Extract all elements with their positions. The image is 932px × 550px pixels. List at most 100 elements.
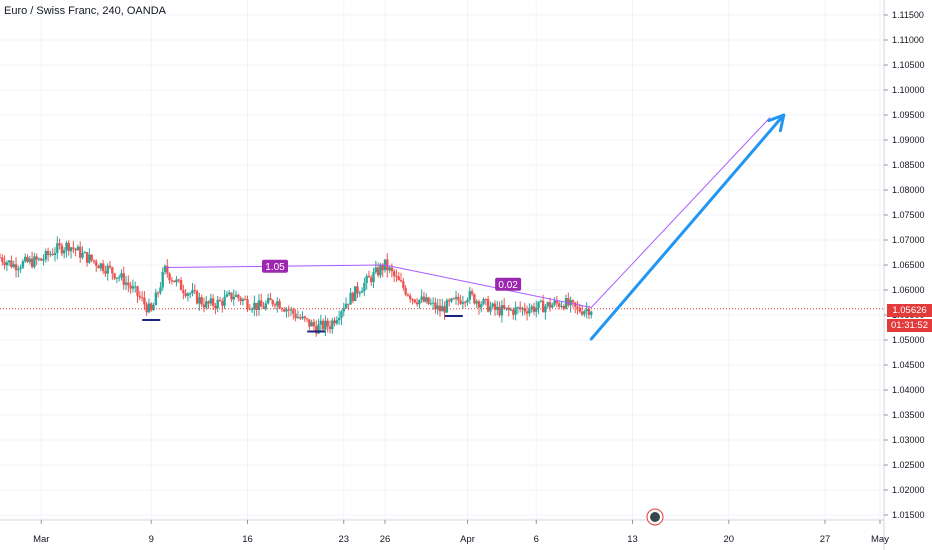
candle-body [99,263,103,269]
candle-body [124,282,128,285]
candle-body [120,273,123,278]
candle-body [163,265,167,272]
candle-body [317,324,320,334]
candle-body [49,253,52,256]
candle-body [541,300,545,313]
candle-body [477,301,481,308]
candle-body [127,282,130,286]
candle-body [523,308,526,312]
candle-body [505,307,508,309]
candle-body [379,265,382,276]
candle-body [576,306,579,308]
candle-body [193,290,196,292]
candle-body [590,311,593,315]
candle-body [301,316,304,319]
candle-body [349,292,352,305]
candle-body [60,245,64,254]
candle-body [88,254,91,263]
candle-body [239,297,242,302]
candle-body [202,304,206,308]
candle-body [177,279,180,281]
candle-body [296,317,300,319]
price-tick-label: 1.05000 [892,335,925,345]
candle-body [122,273,125,285]
candle-body [324,320,327,330]
candle-body [111,267,114,274]
candle-body [535,307,538,312]
candle-body [358,292,361,294]
candle-body [21,261,25,268]
candle-body [241,299,245,302]
candle-body [571,300,575,303]
candle-body [468,291,471,300]
candle-body [292,309,295,314]
candle-body [101,263,105,272]
time-tick-label: Mar [33,534,49,545]
candle-body [337,317,341,321]
candle-body [537,301,540,308]
candle-body [184,292,187,296]
candle-body [19,267,22,269]
candle-body [305,318,309,320]
candle-body [150,303,153,311]
candle-body [326,320,329,327]
candle-body [418,299,421,305]
candle-body [486,299,490,312]
chart-title: Euro / Swiss Franc, 240, OANDA [4,5,166,17]
candle-body [514,307,517,315]
candle-body [246,299,249,309]
candle-body [232,296,235,300]
candle-body [30,258,34,267]
candle-body [512,309,515,315]
price-tick-label: 1.01500 [892,510,925,520]
price-tick-label: 1.11000 [892,35,924,45]
candle-body [218,299,222,302]
candle-body [457,296,460,301]
candle-body [354,286,357,302]
candle-body [17,268,20,271]
candle-body [33,256,36,267]
candle-body [303,316,306,319]
price-tick-label: 1.09000 [892,135,925,145]
candle-body [271,300,274,305]
price-tick-label: 1.07500 [892,210,925,220]
candle-body [434,302,437,310]
candle-body [12,264,15,268]
candle-body [223,296,226,306]
candle-body [287,309,290,311]
candle-body [67,242,70,252]
candle-body [395,275,398,277]
candle-body [557,303,561,307]
candle-body [413,299,416,303]
candle-body [255,302,258,310]
candle-body [452,298,455,300]
candle-body [44,250,48,260]
price-tick-label: 1.02500 [892,460,925,470]
candle-body [436,305,439,310]
candle-body [154,292,158,306]
arrow-head [767,113,786,133]
candle-body [189,293,192,295]
candle-body [441,306,444,312]
price-tick-label: 1.09500 [892,110,925,120]
candle-body [532,306,536,312]
candle-body [207,301,210,304]
candle-body [516,307,520,309]
candle-body [42,259,45,261]
price-tick-label: 1.07000 [892,235,925,245]
candle-body [250,309,254,311]
candle-body [383,259,387,271]
candle-body [168,273,171,281]
candle-body [172,280,176,283]
candle-body [106,265,109,274]
candle-body [321,320,325,330]
price-tick-label: 1.10000 [892,85,925,95]
candle-body [502,305,506,309]
candle-body [28,258,31,262]
candle-body [480,304,483,308]
candle-body [56,243,59,253]
price-tick-label: 1.10500 [892,60,925,70]
candle-body [372,272,375,283]
pattern-label-1-bg [262,259,288,273]
